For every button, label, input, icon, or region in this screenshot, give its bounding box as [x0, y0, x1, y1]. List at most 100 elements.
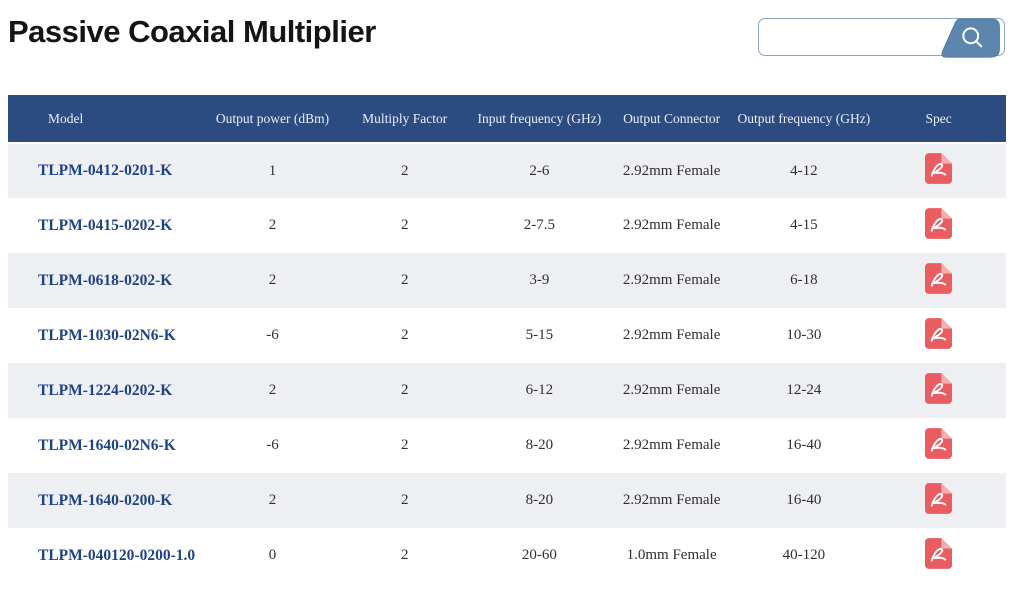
model-link[interactable]: TLPM-1224-0202-K	[38, 381, 173, 399]
model-cell: TLPM-1640-0200-K	[8, 473, 208, 528]
pdf-icon	[925, 207, 953, 239]
model-cell: TLPM-0412-0201-K	[8, 143, 208, 198]
model-link[interactable]: TLPM-1640-0200-K	[38, 491, 173, 509]
output-frequency-cell: 16-40	[786, 492, 822, 508]
output-connector-cell: 2.92mm Female	[622, 327, 721, 343]
spec-pdf-link[interactable]	[925, 207, 953, 239]
model-cell: TLPM-1640-02N6-K	[8, 418, 208, 473]
model-link[interactable]: TLPM-0412-0201-K	[38, 162, 173, 179]
table-row: TLPM-1640-0200-K 2 2 8-20 2.92mm Female …	[8, 473, 1006, 528]
pdf-icon	[925, 153, 953, 184]
multiply-factor-cell: 2	[400, 272, 409, 288]
product-table: Model Output power (dBm) Multiply Factor…	[8, 95, 1006, 583]
input-frequency-cell: 2-7.5	[523, 217, 556, 233]
spec-cell	[871, 528, 1006, 583]
pdf-icon	[925, 317, 953, 349]
spec-cell	[871, 143, 1006, 198]
output-connector-cell: 2.92mm Female	[622, 162, 721, 179]
input-frequency-cell: 5-15	[525, 327, 554, 343]
column-header-input-frequency: Input frequency (GHz)	[472, 95, 607, 144]
pdf-icon	[925, 537, 953, 569]
spec-pdf-link[interactable]	[925, 262, 953, 294]
table-body: TLPM-0412-0201-K 1 2 2-6 2.92mm Female 4…	[8, 143, 1006, 583]
model-link[interactable]: TLPM-1030-02N6-K	[38, 326, 176, 344]
table-row: TLPM-040120-0200-1.0 0 2 20-60 1.0mm Fem…	[8, 528, 1006, 583]
table-row: TLPM-0415-0202-K 2 2 2-7.5 2.92mm Female…	[8, 198, 1006, 253]
multiply-factor-cell: 2	[400, 492, 409, 508]
output-frequency-cell: 12-24	[786, 382, 822, 398]
model-cell: TLPM-040120-0200-1.0	[8, 528, 208, 583]
output-power-cell: 2	[268, 217, 277, 233]
output-connector-cell: 2.92mm Female	[622, 217, 721, 233]
spec-cell	[871, 473, 1006, 528]
output-frequency-cell: 10-30	[786, 327, 822, 343]
multiply-factor-cell: 2	[400, 547, 409, 563]
spec-pdf-link[interactable]	[925, 317, 953, 349]
spec-pdf-link[interactable]	[925, 482, 953, 514]
input-frequency-cell: 8-20	[525, 492, 554, 508]
input-frequency-cell: 6-12	[525, 382, 554, 398]
model-cell: TLPM-1224-0202-K	[8, 363, 208, 418]
pdf-icon	[925, 262, 953, 294]
output-power-cell: 2	[268, 492, 277, 508]
spec-cell	[871, 308, 1006, 363]
output-connector-cell: 2.92mm Female	[622, 492, 721, 508]
spec-pdf-link[interactable]	[925, 153, 953, 184]
multiply-factor-cell: 2	[400, 382, 409, 398]
multiply-factor-cell: 2	[400, 327, 409, 343]
column-header-model: Model	[8, 95, 208, 144]
page-title: Passive Coaxial Multiplier	[8, 14, 376, 49]
column-header-spec: Spec	[871, 95, 1006, 144]
column-header-output-power: Output power (dBm)	[207, 95, 338, 144]
pdf-icon	[925, 482, 953, 514]
output-frequency-cell: 6-18	[790, 272, 818, 288]
model-link[interactable]: TLPM-1640-02N6-K	[38, 436, 176, 454]
output-frequency-cell: 16-40	[786, 437, 822, 453]
table-row: TLPM-0618-0202-K 2 2 3-9 2.92mm Female 6…	[8, 253, 1006, 308]
multiply-factor-cell: 2	[400, 217, 409, 233]
output-power-cell: 0	[268, 547, 277, 563]
pdf-icon	[925, 427, 953, 459]
spec-cell	[871, 253, 1006, 308]
output-power-cell: -6	[266, 327, 279, 343]
spec-pdf-link[interactable]	[925, 372, 953, 404]
output-power-cell: 2	[268, 272, 277, 288]
model-link[interactable]: TLPM-040120-0200-1.0	[38, 546, 196, 564]
spec-cell	[871, 363, 1006, 418]
input-frequency-cell: 3-9	[529, 272, 550, 288]
model-link[interactable]: TLPM-0415-0202-K	[38, 216, 173, 234]
input-frequency-cell: 2-6	[529, 162, 550, 179]
spec-cell	[871, 418, 1006, 473]
spec-pdf-link[interactable]	[925, 427, 953, 459]
table-header: Model Output power (dBm) Multiply Factor…	[8, 95, 1006, 144]
output-frequency-cell: 40-120	[782, 547, 826, 563]
model-cell: TLPM-0415-0202-K	[8, 198, 208, 253]
output-connector-cell: 2.92mm Female	[622, 272, 721, 288]
table-row: TLPM-0412-0201-K 1 2 2-6 2.92mm Female 4…	[8, 143, 1006, 198]
multiply-factor-cell: 2	[400, 162, 409, 179]
model-cell: TLPM-1030-02N6-K	[8, 308, 208, 363]
page-header: Passive Coaxial Multiplier	[0, 0, 1023, 95]
table-row: TLPM-1224-0202-K 2 2 6-12 2.92mm Female …	[8, 363, 1006, 418]
input-frequency-cell: 20-60	[521, 547, 557, 563]
output-power-cell: 2	[268, 382, 277, 398]
multiply-factor-cell: 2	[400, 437, 409, 453]
column-header-multiply-factor: Multiply Factor	[337, 95, 473, 144]
search-button[interactable]	[933, 18, 1005, 58]
input-frequency-cell: 8-20	[525, 437, 554, 453]
search-icon	[941, 18, 1000, 58]
table-row: TLPM-1640-02N6-K -6 2 8-20 2.92mm Female…	[8, 418, 1006, 473]
model-link[interactable]: TLPM-0618-0202-K	[38, 271, 173, 289]
spec-pdf-link[interactable]	[925, 537, 953, 569]
output-connector-cell: 2.92mm Female	[622, 437, 721, 453]
output-connector-cell: 1.0mm Female	[626, 547, 717, 563]
column-header-output-connector: Output Connector	[606, 95, 737, 144]
output-power-cell: -6	[266, 437, 279, 453]
output-frequency-cell: 4-15	[790, 217, 818, 233]
search-box	[758, 18, 1005, 58]
output-connector-cell: 2.92mm Female	[622, 382, 721, 398]
output-power-cell: 1	[268, 162, 277, 179]
pdf-icon	[925, 372, 953, 404]
column-header-output-frequency: Output frequency (GHz)	[736, 95, 872, 144]
output-frequency-cell: 4-12	[790, 162, 818, 179]
